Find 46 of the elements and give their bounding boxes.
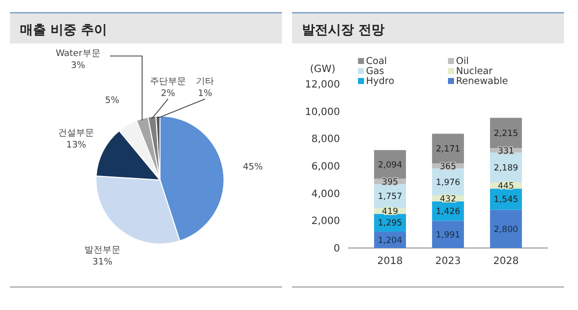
data-label: 2,800 — [494, 224, 518, 235]
y-tick-label: 10,000 — [305, 106, 340, 118]
data-label: 1,545 — [494, 195, 518, 206]
data-label: 1,204 — [378, 236, 402, 246]
y-tick-label: 0 — [334, 244, 340, 254]
chart-title: 발전시장 전망 — [302, 23, 385, 38]
data-label: 1,976 — [436, 178, 460, 188]
y-tick-label: 6,000 — [311, 162, 340, 172]
data-label: 31% — [92, 257, 113, 268]
data-label: 1% — [198, 89, 213, 99]
data-label: 1,991 — [436, 230, 460, 240]
slice-label: 발전부문 — [84, 245, 120, 256]
data-label: 2,094 — [378, 160, 402, 170]
y-axis-title: (GW) — [310, 64, 336, 75]
data-label: 331 — [498, 146, 514, 156]
data-label: 1,757 — [378, 192, 402, 202]
slice-label: 기타 — [196, 77, 214, 87]
legend-label: Gas — [366, 66, 384, 77]
data-label: 3% — [70, 61, 86, 71]
data-label: 395 — [382, 177, 398, 188]
slice-label: 건설부문 — [58, 128, 94, 138]
x-tick-label: 2028 — [493, 256, 519, 267]
y-tick-label: 2,000 — [311, 216, 340, 228]
y-tick-label: 8,000 — [311, 134, 340, 146]
data-label: 2,171 — [436, 144, 460, 155]
legend-label: Coal — [366, 56, 387, 67]
y-tick-label: 4,000 — [311, 188, 340, 200]
legend-label: Nuclear — [456, 66, 493, 77]
data-label: 1,295 — [378, 218, 402, 229]
data-label: 1,426 — [436, 207, 460, 218]
data-label: 13% — [66, 140, 87, 150]
data-label: 45% — [242, 162, 264, 172]
data-label: 2% — [160, 89, 176, 99]
data-label: 365 — [440, 162, 456, 172]
x-tick-label: 2018 — [377, 256, 403, 267]
data-label: 2,189 — [494, 164, 518, 174]
x-tick-label: 2023 — [435, 256, 461, 267]
chart-title: 매출 비중 추이 — [20, 23, 108, 38]
legend-label: Hydro — [366, 76, 394, 87]
slice-label: 주단부문 — [150, 77, 186, 87]
legend-label: Oil — [456, 56, 469, 67]
legend-label: Renewable — [456, 76, 508, 87]
y-tick-label: 12,000 — [305, 80, 340, 90]
slice-label: Water부문 — [56, 49, 100, 59]
data-label: 2,215 — [494, 128, 518, 139]
data-label: 5% — [105, 96, 120, 106]
